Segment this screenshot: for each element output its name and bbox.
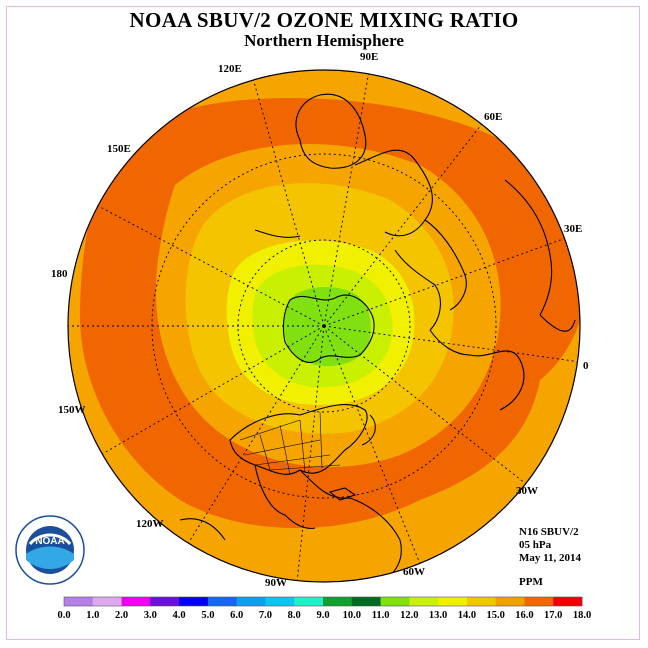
political-borders (239, 411, 341, 476)
noaa-logo: NOAA (15, 515, 85, 585)
lon-label-90e: 90E (360, 51, 379, 63)
colorbar-swatch (524, 597, 554, 606)
colorbar-border (63, 596, 583, 607)
colorbar-swatch (207, 597, 238, 606)
colorbar-tick-label: 5.0 (201, 610, 215, 621)
colorbar-tick-label: 4.0 (172, 610, 186, 621)
colorbar-tick-label: 6.0 (230, 610, 244, 621)
lon-label-30e: 30E (564, 223, 583, 235)
colorbar-tick-label: 3.0 (143, 610, 157, 621)
lon-label-120e: 120E (218, 63, 242, 75)
colorbar-swatch (409, 597, 439, 606)
colorbar-tick-label: 14.0 (457, 610, 477, 621)
colorbar-swatch (466, 597, 497, 606)
colorbar-swatch (438, 597, 468, 606)
units-label: PPM (519, 576, 543, 588)
colorbar-tick-label: 8.0 (287, 610, 301, 621)
figure-frame (6, 6, 640, 640)
colorbar-swatch (121, 597, 151, 606)
lon-label-150w: 150W (58, 404, 86, 416)
noaa-logo-text: NOAA (35, 536, 64, 547)
lon-label-30w: 30W (516, 485, 538, 497)
pressure-label: 05 hPa (519, 539, 552, 551)
colorbar-tick-label: 10.0 (342, 610, 361, 621)
colorbar-swatch (380, 597, 410, 606)
map-title: NOAA SBUV/2 OZONE MIXING RATIO (129, 8, 519, 32)
colorbar-tick-label: 18.0 (572, 610, 592, 621)
colorbar-swatch (64, 597, 94, 606)
colorbar-tick-label: 15.0 (486, 610, 505, 621)
colorbar-swatch (265, 597, 295, 606)
colorbar-tick-label: 7.0 (258, 610, 272, 621)
colorbar-swatch (495, 597, 525, 606)
colorbar-tick-label: 17.0 (544, 610, 563, 621)
lon-label-90w: 90W (265, 577, 287, 589)
colorbar-swatch (553, 597, 583, 606)
colorbar-swatch (294, 597, 324, 606)
colorbar-swatch (351, 597, 381, 606)
lon-label-180: 180 (51, 268, 68, 280)
colorbar (63, 596, 583, 607)
colorbar-swatch (179, 597, 209, 606)
colorbar-tick-label: 1.0 (86, 610, 100, 621)
lon-label-150e: 150E (107, 143, 131, 155)
colorbar-tick-label: 9.0 (316, 610, 330, 621)
ozone-green (283, 286, 371, 367)
lon-label-60w: 60W (403, 566, 425, 578)
colorbar-swatch (150, 597, 180, 606)
map-subtitle: Northern Hemisphere (244, 31, 404, 50)
colorbar-tick-label: 13.0 (428, 610, 448, 621)
map-boundary (67, 69, 581, 583)
info-panel: N16 SBUV/2 05 hPa May 11, 2014 PPM (519, 526, 581, 589)
latitude-circle-60 (237, 239, 411, 413)
coastlines (179, 93, 576, 582)
instrument-label: N16 SBUV/2 (519, 526, 579, 538)
colorbar-tick-label: 0.0 (57, 610, 71, 621)
colorbar-tick-label: 12.0 (400, 610, 419, 621)
lon-label-120w: 120W (136, 518, 164, 530)
lon-label-0: 0 (583, 360, 589, 372)
date-label: May 11, 2014 (519, 552, 582, 564)
colorbar-tick-label: 11.0 (371, 610, 390, 621)
colorbar-tick-label: 2.0 (115, 610, 129, 621)
colorbar-swatch (236, 597, 266, 606)
lon-label-60e: 60E (484, 111, 503, 123)
colorbar-tick-label: 16.0 (515, 610, 534, 621)
colorbar-swatch (92, 597, 122, 606)
colorbar-swatch (323, 597, 353, 606)
